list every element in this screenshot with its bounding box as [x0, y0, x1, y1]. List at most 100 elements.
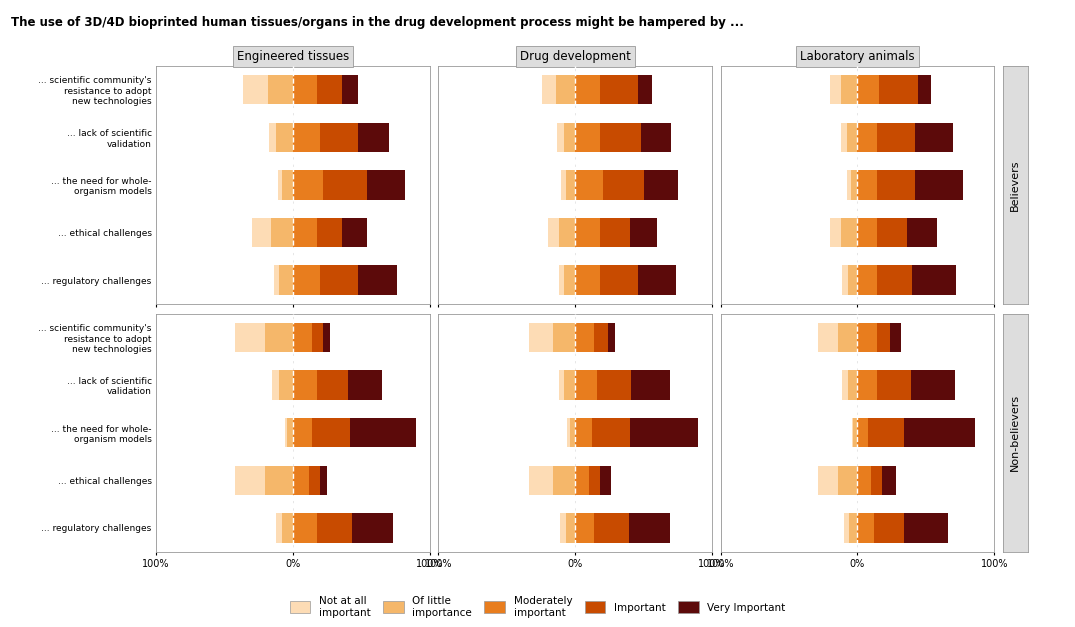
- Bar: [358, 265, 397, 295]
- Bar: [559, 218, 575, 248]
- Bar: [282, 513, 292, 543]
- Bar: [266, 465, 292, 495]
- Bar: [641, 122, 671, 152]
- Bar: [575, 170, 602, 200]
- Bar: [565, 513, 575, 543]
- Bar: [556, 75, 575, 105]
- Bar: [292, 122, 320, 152]
- Bar: [272, 370, 280, 400]
- Bar: [282, 170, 292, 200]
- Bar: [915, 122, 954, 152]
- Bar: [575, 513, 594, 543]
- Bar: [858, 170, 876, 200]
- Bar: [852, 418, 854, 448]
- Text: Believers: Believers: [1010, 159, 1020, 211]
- Bar: [876, 265, 913, 295]
- Bar: [838, 322, 858, 352]
- Bar: [890, 322, 901, 352]
- Bar: [600, 265, 639, 295]
- Bar: [600, 465, 611, 495]
- Bar: [554, 322, 575, 352]
- Bar: [848, 370, 858, 400]
- Bar: [883, 465, 895, 495]
- Bar: [858, 370, 876, 400]
- Bar: [320, 465, 327, 495]
- Bar: [559, 265, 564, 295]
- Bar: [529, 465, 554, 495]
- Bar: [317, 370, 347, 400]
- Bar: [312, 322, 322, 352]
- Bar: [252, 218, 271, 248]
- Bar: [243, 75, 268, 105]
- Bar: [594, 513, 629, 543]
- Bar: [575, 465, 589, 495]
- Bar: [285, 418, 287, 448]
- Title: Engineered tissues: Engineered tissues: [236, 50, 349, 63]
- Bar: [639, 75, 651, 105]
- Bar: [564, 370, 575, 400]
- Bar: [342, 218, 367, 248]
- Bar: [848, 265, 858, 295]
- Bar: [602, 170, 644, 200]
- Bar: [317, 75, 342, 105]
- Bar: [559, 370, 564, 400]
- Bar: [907, 218, 937, 248]
- Bar: [575, 418, 591, 448]
- Bar: [858, 265, 876, 295]
- Bar: [268, 75, 292, 105]
- Bar: [575, 122, 600, 152]
- Bar: [312, 418, 350, 448]
- Bar: [589, 465, 600, 495]
- Bar: [565, 170, 575, 200]
- Bar: [561, 170, 565, 200]
- Bar: [564, 265, 575, 295]
- Bar: [235, 465, 266, 495]
- Bar: [342, 75, 358, 105]
- Bar: [280, 265, 292, 295]
- Bar: [841, 75, 858, 105]
- Bar: [542, 75, 556, 105]
- Bar: [287, 418, 292, 448]
- Bar: [594, 322, 608, 352]
- Bar: [292, 370, 317, 400]
- Bar: [235, 322, 266, 352]
- Bar: [876, 122, 915, 152]
- Bar: [320, 122, 358, 152]
- Bar: [843, 265, 848, 295]
- Bar: [918, 75, 931, 105]
- Bar: [904, 513, 948, 543]
- Bar: [858, 322, 876, 352]
- Bar: [529, 322, 554, 352]
- Bar: [280, 370, 292, 400]
- Bar: [849, 513, 858, 543]
- Bar: [317, 513, 352, 543]
- Bar: [850, 170, 858, 200]
- Bar: [600, 75, 639, 105]
- Bar: [630, 218, 657, 248]
- Bar: [310, 465, 320, 495]
- Bar: [631, 370, 670, 400]
- Title: Drug development: Drug development: [519, 50, 631, 63]
- Bar: [292, 170, 322, 200]
- Bar: [600, 122, 641, 152]
- Bar: [557, 122, 564, 152]
- Bar: [876, 170, 915, 200]
- Bar: [591, 418, 630, 448]
- Bar: [818, 465, 839, 495]
- Bar: [322, 322, 330, 352]
- Bar: [350, 418, 416, 448]
- Bar: [266, 322, 292, 352]
- Bar: [575, 218, 600, 248]
- Bar: [292, 322, 312, 352]
- Bar: [629, 513, 670, 543]
- Bar: [915, 170, 963, 200]
- Bar: [858, 122, 876, 152]
- Legend: Not at all
important, Of little
importance, Moderately
important, Important, Ver: Not at all important, Of little importan…: [285, 592, 790, 622]
- Bar: [830, 218, 841, 248]
- Bar: [869, 418, 904, 448]
- Text: Non-believers: Non-believers: [1010, 394, 1020, 472]
- Bar: [270, 122, 276, 152]
- Bar: [320, 265, 358, 295]
- Bar: [838, 465, 858, 495]
- Bar: [575, 75, 600, 105]
